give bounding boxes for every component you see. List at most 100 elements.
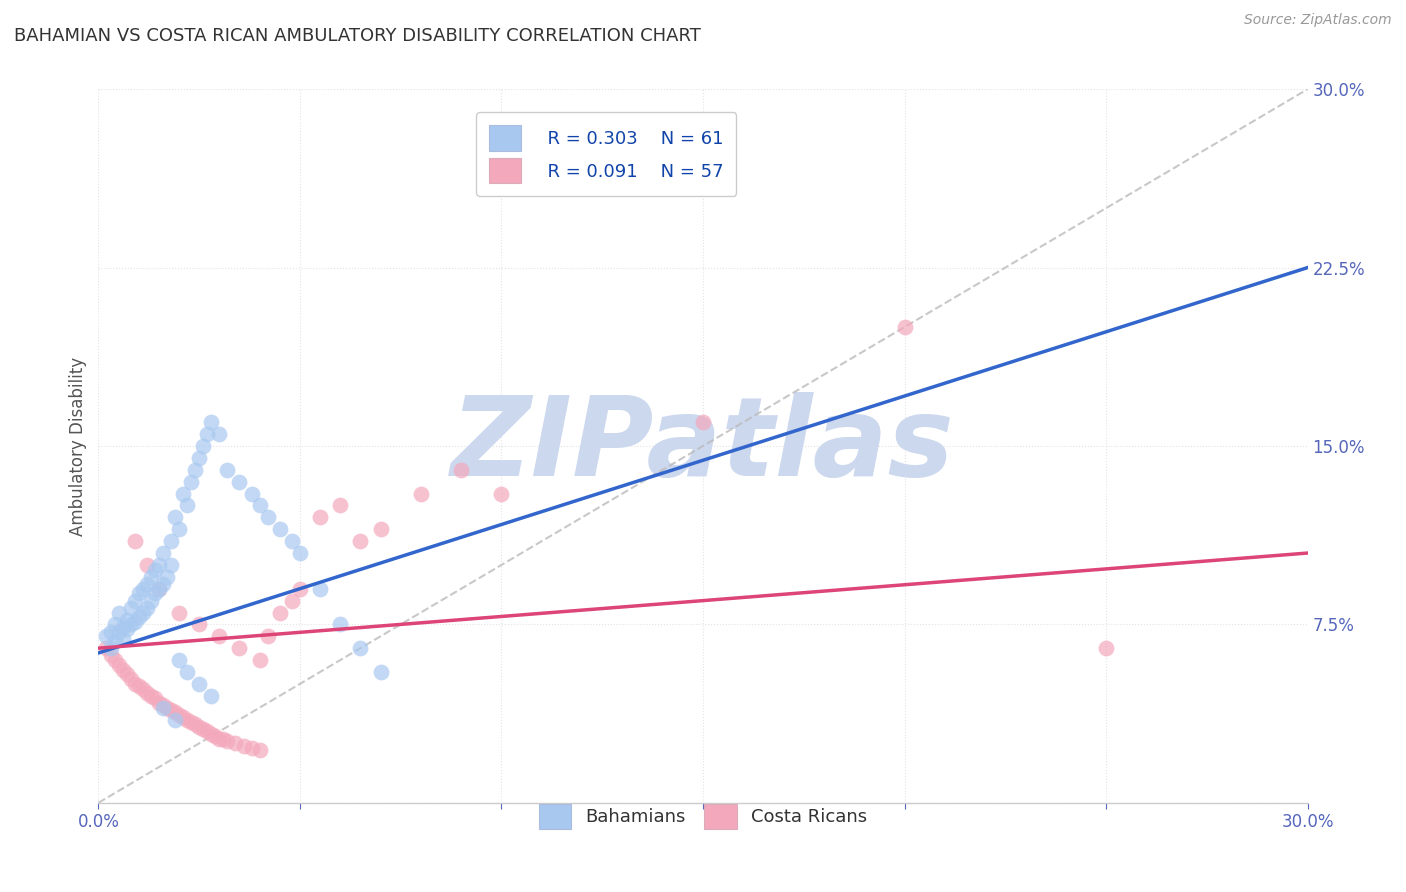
Point <box>172 710 194 724</box>
Point <box>349 534 371 549</box>
Point <box>212 731 235 746</box>
Point <box>96 629 118 643</box>
Point <box>128 610 150 624</box>
Point <box>111 663 134 677</box>
Point <box>152 577 174 591</box>
Point <box>103 634 125 648</box>
Point <box>200 689 222 703</box>
Point <box>148 696 170 710</box>
Point <box>256 629 278 643</box>
Point <box>188 450 211 465</box>
Point <box>176 665 198 679</box>
Point <box>132 606 155 620</box>
Point <box>96 641 118 656</box>
Point <box>135 577 157 591</box>
Point <box>100 641 122 656</box>
Point <box>120 600 142 615</box>
Point <box>124 593 146 607</box>
Point <box>107 624 129 639</box>
Point <box>111 620 134 634</box>
Point <box>193 722 215 736</box>
Point <box>176 499 198 513</box>
Point <box>249 743 271 757</box>
Point <box>115 622 138 636</box>
Point <box>103 653 125 667</box>
Point <box>107 657 129 672</box>
Point <box>309 582 332 596</box>
Point <box>152 700 174 714</box>
Point <box>132 582 155 596</box>
Point <box>167 522 190 536</box>
Point <box>139 570 162 584</box>
Point <box>269 606 291 620</box>
Point <box>1095 641 1118 656</box>
Point <box>100 624 122 639</box>
Point <box>160 534 183 549</box>
Point <box>139 593 162 607</box>
Point <box>228 641 250 656</box>
Point <box>269 522 291 536</box>
Point <box>107 606 129 620</box>
Point <box>124 534 146 549</box>
Point <box>224 736 246 750</box>
Point <box>172 486 194 500</box>
Point <box>240 486 263 500</box>
Point <box>115 667 138 681</box>
Point <box>148 558 170 572</box>
Point <box>200 415 222 429</box>
Point <box>240 741 263 756</box>
Point <box>160 703 183 717</box>
Point <box>288 582 311 596</box>
Point <box>193 439 215 453</box>
Point <box>249 653 271 667</box>
Point <box>115 613 138 627</box>
Point <box>128 679 150 693</box>
Point <box>111 632 134 646</box>
Point <box>135 558 157 572</box>
Point <box>163 713 186 727</box>
Point <box>188 677 211 691</box>
Point <box>156 700 179 714</box>
Point <box>200 727 222 741</box>
Point <box>370 665 392 679</box>
Point <box>139 689 162 703</box>
Point <box>217 734 239 748</box>
Point <box>148 582 170 596</box>
Point <box>156 570 179 584</box>
Point <box>163 706 186 720</box>
Point <box>128 586 150 600</box>
Point <box>148 582 170 596</box>
Point <box>180 714 202 729</box>
Point <box>152 698 174 713</box>
Point <box>208 731 231 746</box>
Point <box>124 677 146 691</box>
Text: ZIPatlas: ZIPatlas <box>451 392 955 500</box>
Point <box>100 648 122 663</box>
Point <box>309 510 332 524</box>
Point <box>143 691 166 706</box>
Point <box>135 686 157 700</box>
Point <box>329 617 352 632</box>
Point <box>143 563 166 577</box>
Point <box>103 617 125 632</box>
Point <box>184 717 207 731</box>
Point <box>176 713 198 727</box>
Y-axis label: Ambulatory Disability: Ambulatory Disability <box>69 357 87 535</box>
Point <box>491 486 513 500</box>
Point <box>184 463 207 477</box>
Point <box>228 475 250 489</box>
Point <box>409 486 432 500</box>
Point <box>256 510 278 524</box>
Point <box>281 534 304 549</box>
Point <box>167 653 190 667</box>
Text: Source: ZipAtlas.com: Source: ZipAtlas.com <box>1244 13 1392 28</box>
Text: BAHAMIAN VS COSTA RICAN AMBULATORY DISABILITY CORRELATION CHART: BAHAMIAN VS COSTA RICAN AMBULATORY DISAB… <box>14 27 702 45</box>
Point <box>450 463 472 477</box>
Legend: Bahamians, Costa Ricans: Bahamians, Costa Ricans <box>524 789 882 844</box>
Point <box>167 606 190 620</box>
Point <box>349 641 371 656</box>
Point <box>249 499 271 513</box>
Point <box>135 600 157 615</box>
Point <box>124 615 146 629</box>
Point <box>195 724 218 739</box>
